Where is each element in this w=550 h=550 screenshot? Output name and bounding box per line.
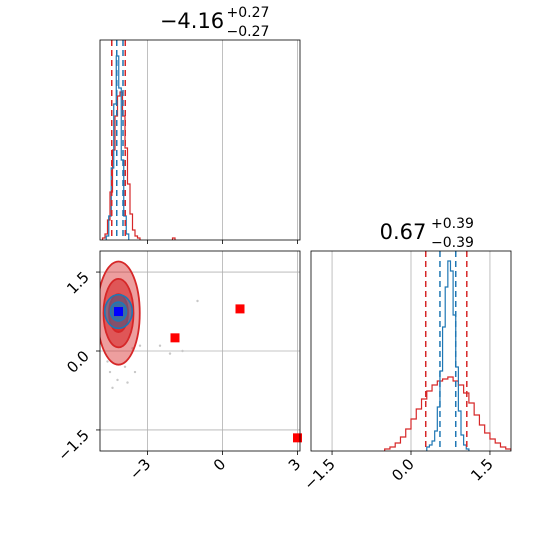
histogram-panel-param-1: −4.16 +0.27 −0.27 (99, 5, 301, 244)
histogram-series-1 (384, 376, 511, 451)
param-1-title-lower-error: −0.27 (227, 24, 270, 40)
axes-frame (310, 250, 512, 452)
sample-point (123, 365, 127, 368)
sample-point (106, 360, 109, 363)
param-2-title: 0.67 (380, 220, 427, 244)
sample-point (111, 386, 114, 390)
truth-marker (293, 433, 302, 443)
truth-marker (170, 333, 180, 343)
param-2-title-lower-error: −0.39 (431, 235, 474, 251)
sample-point (181, 349, 184, 353)
sample-point (133, 370, 137, 374)
sample-point (138, 344, 142, 347)
sample-point (116, 378, 119, 382)
best-fit-marker (114, 307, 123, 317)
sample-point (168, 352, 172, 355)
sample-point (158, 344, 162, 347)
axes-frame (99, 250, 301, 452)
param-1-title: −4.16 (160, 9, 224, 33)
histogram-series-2 (426, 260, 470, 451)
param-2-title-upper-error: +0.39 (431, 216, 474, 232)
histogram-outlier-bin (171, 237, 176, 240)
axes-frame (99, 39, 301, 241)
param-1-title-upper-error: +0.27 (227, 5, 270, 21)
truth-marker (235, 304, 245, 314)
sample-point (196, 299, 199, 303)
sample-point (108, 370, 112, 374)
sample-point (126, 381, 129, 384)
